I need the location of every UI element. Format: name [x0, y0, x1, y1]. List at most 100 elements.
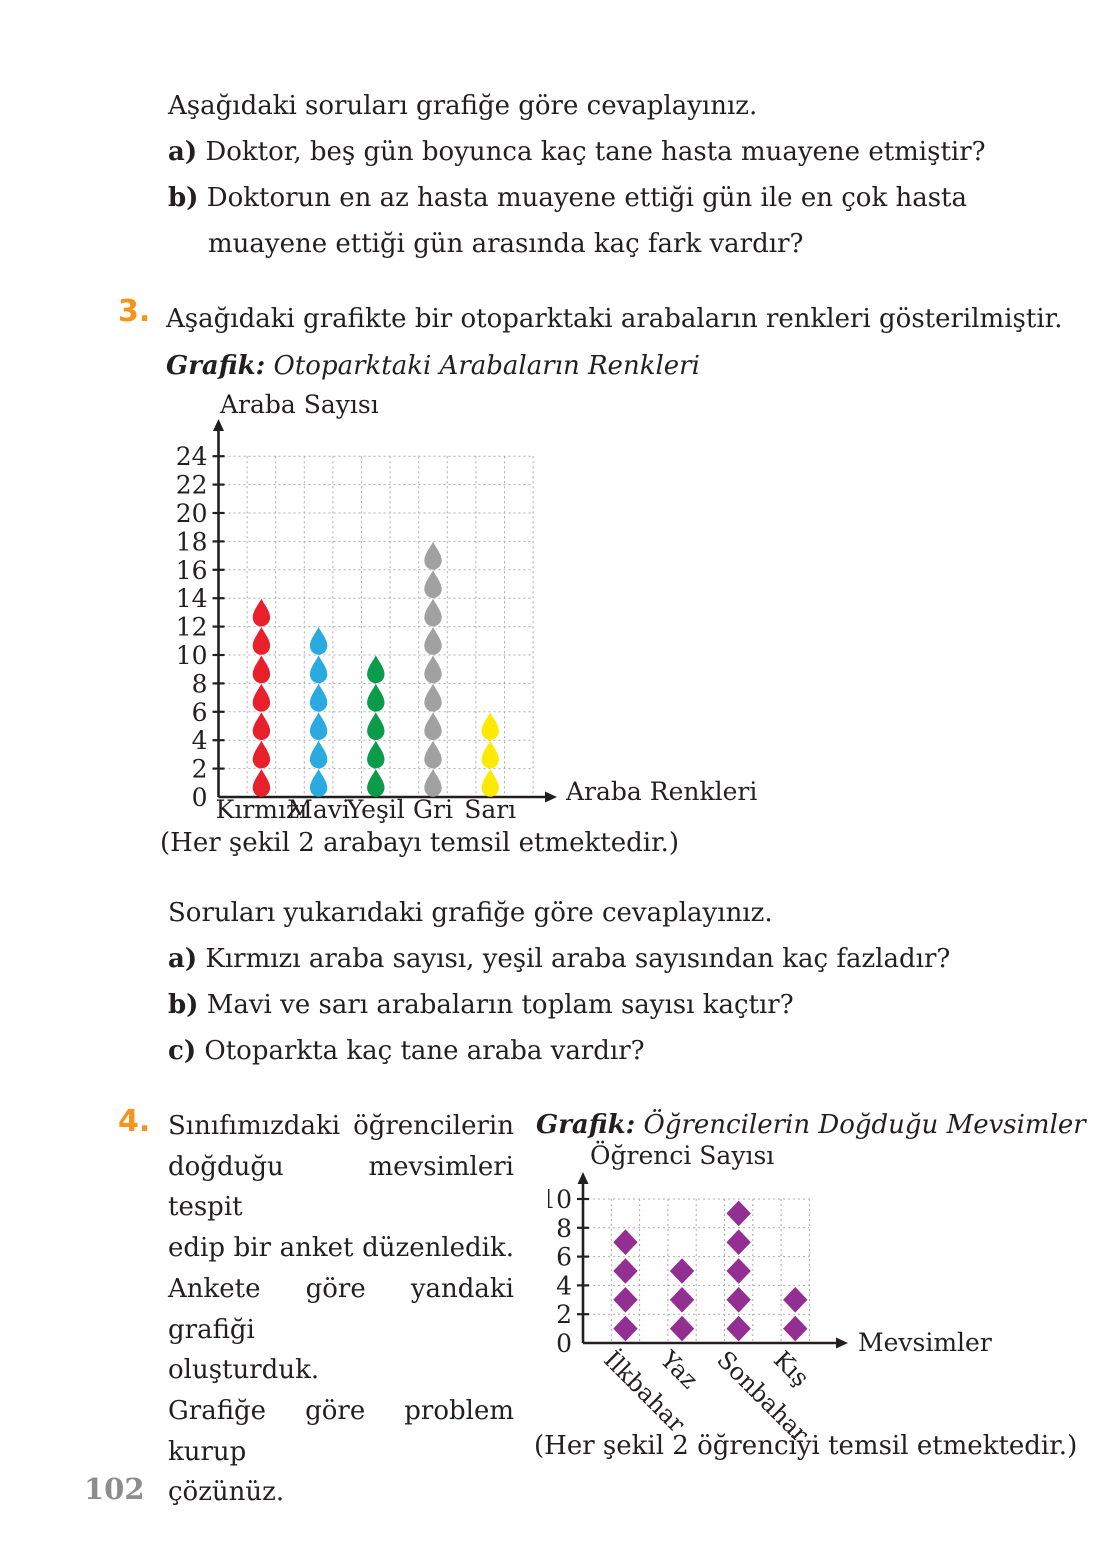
q4-chart-heading: Grafik: Öğrencilerin Doğduğu Mevsimler: [536, 1110, 1086, 1140]
q3-chart-caption: (Her şekil 2 arabayı temsil etmektedir.): [160, 828, 680, 858]
x-axis-title: Araba Renkleri: [565, 777, 757, 806]
q4-statement-line: çözünüz.: [168, 1477, 285, 1508]
q3-questions: Soruları yukarıdaki grafiğe göre cevapla…: [168, 890, 1048, 1074]
drop-symbol: [309, 769, 328, 797]
y-tick-label: 22: [176, 471, 208, 500]
category-label: Kış: [768, 1345, 815, 1392]
category-label: Kırmızı: [216, 795, 308, 824]
y-axis-title: Öğrenci Sayısı: [590, 1141, 774, 1170]
item-label: a): [168, 944, 198, 974]
page-number: 102: [84, 1472, 145, 1506]
item-text: Mavi ve sarı arabaların toplam sayısı ka…: [206, 990, 794, 1020]
drop-symbol: [481, 740, 499, 769]
y-tick-label: 18: [176, 527, 208, 556]
y-axis-arrow-icon: [213, 419, 224, 431]
item-label: a): [168, 137, 198, 167]
question-4-number: 4.: [118, 1104, 151, 1139]
q4-statement-line: Grafiğe göre problem kurup: [168, 1395, 514, 1467]
x-axis-arrow-icon: [545, 791, 557, 803]
item-label: b): [168, 183, 199, 213]
drop-symbol: [424, 740, 442, 769]
drop-symbol: [309, 683, 328, 712]
q3-chart-heading: Grafik: Otoparktaki Arabaların Renkleri: [166, 351, 700, 381]
diamond-symbol: [613, 1258, 638, 1284]
diamond-symbol: [669, 1258, 695, 1284]
chart-heading-label: Grafik:: [536, 1110, 636, 1140]
drop-symbol: [309, 655, 328, 684]
diamond-symbol: [726, 1287, 751, 1313]
q4-statement-line: Ankete göre yandaki grafiği: [168, 1273, 514, 1345]
y-tick-label: 12: [176, 613, 208, 642]
y-tick-label: 8: [192, 669, 208, 698]
y-tick-label: 2: [556, 1300, 572, 1329]
chart-heading-title: Öğrencilerin Doğduğu Mevsimler: [643, 1110, 1086, 1140]
category-label: Gri: [413, 795, 453, 824]
q3-item-b: b) Mavi ve sarı arabaların toplam sayısı…: [168, 982, 1048, 1028]
y-tick-label: 20: [176, 499, 208, 528]
y-tick-label: 14: [176, 584, 208, 613]
x-axis-arrow-icon: [836, 1337, 848, 1349]
chart-heading-title: Otoparktaki Arabaların Renkleri: [273, 351, 700, 381]
intro-item-a: a) Doktor, beş gün boyunca kaç tane hast…: [168, 129, 1030, 175]
drop-symbol: [252, 598, 271, 627]
drop-symbol: [252, 712, 271, 740]
chart-heading-label: Grafik:: [166, 351, 266, 381]
y-axis-arrow-icon: [577, 1172, 589, 1184]
drop-symbol: [424, 655, 442, 684]
item-text: Otoparkta kaç tane araba vardır?: [204, 1036, 645, 1066]
drop-symbol: [481, 769, 499, 797]
drop-symbol: [367, 683, 385, 712]
item-label: b): [168, 990, 199, 1020]
drop-symbol: [252, 683, 271, 712]
y-tick-label: 10: [548, 1185, 572, 1214]
drop-symbol: [252, 769, 271, 797]
diamond-symbol: [726, 1315, 751, 1342]
diamond-symbol: [613, 1315, 638, 1342]
drop-symbol: [252, 627, 271, 655]
diamond-symbol: [783, 1315, 808, 1342]
item-text: Doktor, beş gün boyunca kaç tane hasta m…: [205, 137, 986, 167]
drop-symbol: [367, 655, 385, 684]
q4-statement: Sınıfımızdaki öğrencilerin doğduğu mevsim…: [168, 1106, 514, 1513]
y-tick-label: 10: [176, 641, 208, 670]
drop-symbol: [367, 712, 385, 740]
intro-item-b: b) Doktorun en az hasta muayene ettiği g…: [168, 175, 1030, 267]
y-tick-label: 6: [556, 1243, 572, 1272]
drop-symbol: [367, 769, 385, 797]
q4-statement-line: doğduğu mevsimleri tespit: [168, 1151, 514, 1223]
drop-symbol: [424, 541, 442, 570]
category-label: Sarı: [464, 795, 516, 824]
x-axis-title: Mevsimler: [858, 1328, 992, 1357]
q4-statement-line: edip bir anket düzenledik.: [168, 1233, 514, 1264]
drop-symbol: [252, 655, 271, 684]
y-tick-label: 6: [192, 698, 208, 727]
drop-symbol: [424, 627, 442, 655]
y-axis-title: Araba Sayısı: [219, 390, 379, 419]
intro-lead: Aşağıdaki soruları grafiğe göre cevaplay…: [168, 91, 758, 121]
drop-symbol: [309, 712, 328, 740]
y-tick-label: 8: [556, 1214, 572, 1243]
y-tick-label: 0: [556, 1329, 572, 1358]
drop-symbol: [309, 740, 328, 769]
question-3-statement: Aşağıdaki grafikte bir otoparktaki araba…: [166, 304, 1063, 334]
diamond-symbol: [726, 1200, 751, 1227]
drop-symbol: [252, 740, 271, 769]
q3-lead: Soruları yukarıdaki grafiğe göre cevapla…: [168, 898, 773, 928]
y-tick-label: 2: [192, 755, 208, 784]
diamond-symbol: [613, 1287, 638, 1313]
diamond-symbol: [613, 1229, 638, 1255]
diamond-symbol: [726, 1258, 751, 1284]
diamond-symbol: [669, 1287, 695, 1313]
q4-statement-line: Sınıfımızdaki öğrencilerin: [168, 1111, 514, 1141]
drop-symbol: [424, 712, 442, 740]
y-tick-label: 0: [192, 783, 208, 812]
drop-symbol: [424, 570, 442, 598]
item-text: Doktorun en az hasta muayene ettiği gün …: [206, 183, 967, 259]
category-label: Yeşil: [346, 795, 405, 824]
diamond-symbol: [669, 1315, 695, 1342]
item-label: c): [168, 1036, 197, 1066]
item-text: Kırmızı araba sayısı, yeşil araba sayısı…: [205, 944, 951, 974]
q3-item-c: c) Otoparkta kaç tane araba vardır?: [168, 1028, 1048, 1074]
